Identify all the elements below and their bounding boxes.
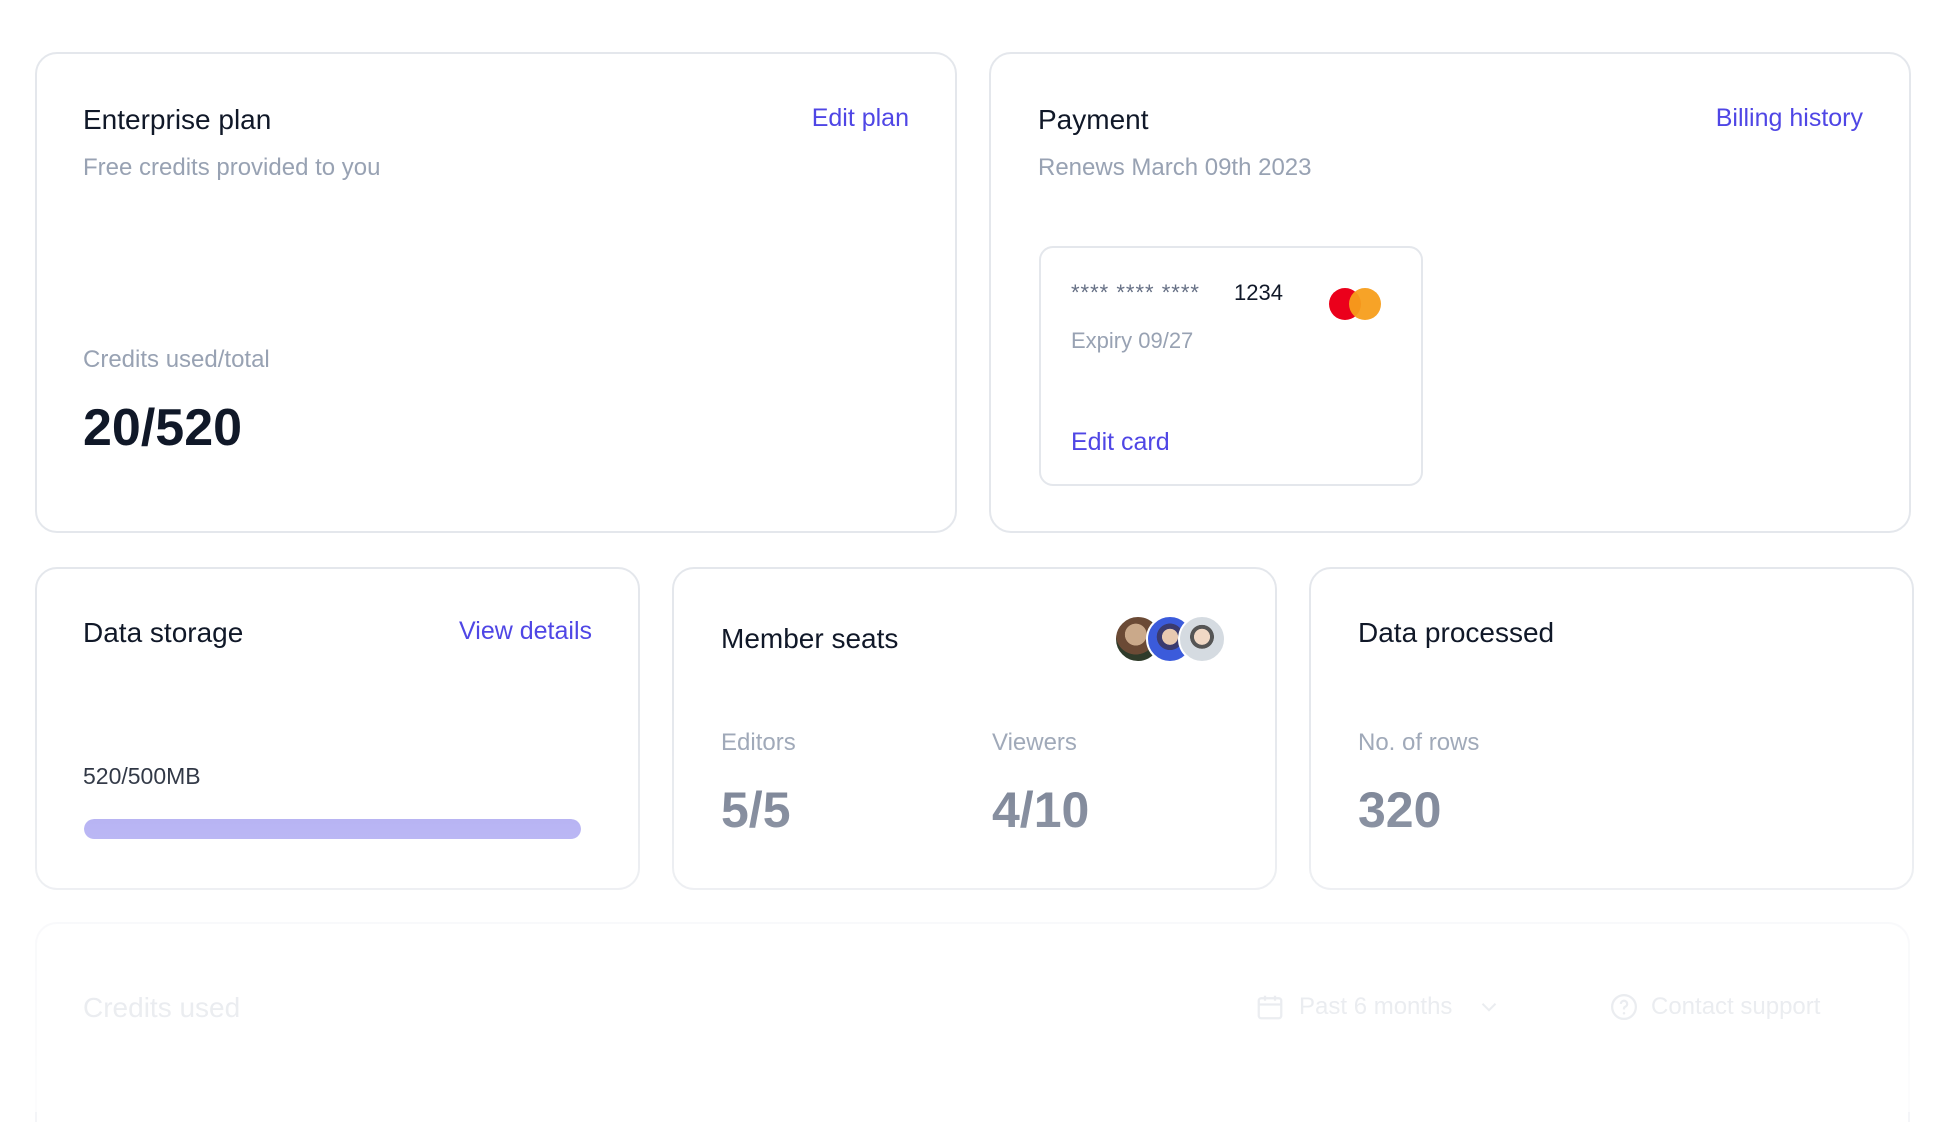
storage-usage: 520/500MB [83, 763, 201, 789]
credits-total-value: 20/520 [83, 399, 243, 457]
credits-used-card: Credits used Past 6 months Contact suppo… [35, 922, 1910, 1122]
member-seats-title: Member seats [721, 623, 899, 654]
credits-used-title: Credits used [83, 992, 241, 1023]
viewers-value: 4/10 [992, 782, 1090, 838]
date-range-select[interactable]: Past 6 months [1255, 992, 1502, 1022]
enterprise-plan-subtitle: Free credits provided to you [83, 154, 381, 181]
date-range-value: Past 6 months [1299, 993, 1453, 1020]
edit-card-link[interactable]: Edit card [1071, 428, 1170, 456]
chevron-down-icon [1482, 1003, 1497, 1012]
enterprise-plan-card: Enterprise plan Edit plan Free credits p… [35, 52, 957, 533]
payment-card: Payment Billing history Renews March 09t… [989, 52, 1911, 533]
payment-title: Payment [1038, 104, 1149, 135]
credit-card-panel: **** **** **** 1234 Expiry 09/27 Edit ca… [1039, 246, 1423, 486]
avatar [1178, 615, 1226, 663]
card-number-mask: **** **** **** [1071, 280, 1200, 305]
billing-history-link[interactable]: Billing history [1715, 104, 1863, 132]
editors-value: 5/5 [721, 782, 791, 838]
contact-support-link[interactable]: Contact support [1609, 992, 1820, 1022]
help-circle-icon [1611, 994, 1637, 1020]
editors-label: Editors [721, 729, 796, 756]
edit-plan-link[interactable]: Edit plan [811, 104, 909, 132]
data-storage-card: Data storage View details 520/500MB [35, 567, 640, 890]
contact-support-label: Contact support [1651, 993, 1821, 1020]
view-details-link[interactable]: View details [459, 617, 592, 645]
calendar-icon [1257, 995, 1283, 1020]
rows-value: 320 [1358, 782, 1442, 838]
card-last4: 1234 [1234, 280, 1283, 305]
viewers-label: Viewers [992, 729, 1077, 756]
data-processed-card: Data processed No. of rows 320 [1309, 567, 1914, 890]
credits-total-label: Credits used/total [83, 346, 270, 373]
member-seats-card: Member seats Editors 5/5 Viewers 4/10 [672, 567, 1277, 890]
card-expiry: Expiry 09/27 [1071, 328, 1194, 353]
member-avatars [1114, 615, 1234, 663]
mastercard-icon [1329, 286, 1385, 322]
enterprise-plan-title: Enterprise plan [83, 104, 272, 135]
rows-label: No. of rows [1358, 729, 1480, 756]
data-processed-title: Data processed [1358, 617, 1555, 648]
renewal-date: Renews March 09th 2023 [1038, 154, 1312, 181]
data-storage-title: Data storage [83, 617, 244, 648]
storage-progress-bar [84, 819, 581, 839]
storage-progress-fill [84, 819, 581, 839]
